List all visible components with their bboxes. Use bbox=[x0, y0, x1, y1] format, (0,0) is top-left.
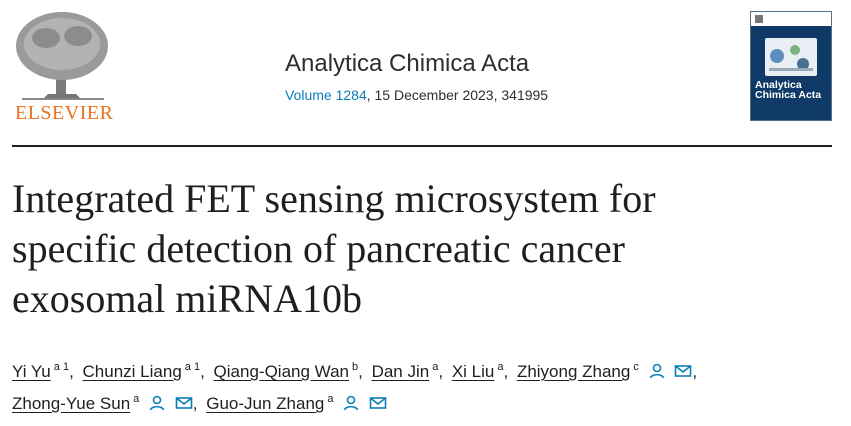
author-affiliation: a 1 bbox=[53, 361, 70, 374]
issue-info: Volume 1284, 15 December 2023, 341995 bbox=[285, 87, 625, 103]
author-name[interactable]: Xi Liu bbox=[451, 362, 495, 381]
author-affiliation: b bbox=[351, 361, 359, 374]
author-affiliation: a bbox=[432, 361, 439, 374]
author-name[interactable]: Chunzi Liang bbox=[82, 362, 182, 381]
cover-logo-mark bbox=[755, 15, 763, 23]
header-divider bbox=[12, 145, 832, 147]
author-separator: , bbox=[692, 362, 698, 381]
title-line-2: specific detection of pancreatic cancer bbox=[12, 226, 625, 271]
envelope-icon[interactable] bbox=[175, 395, 193, 411]
author-separator: , bbox=[192, 394, 198, 413]
author-list: Yi Yu a 1, Chunzi Liang a 1, Qiang-Qiang W… bbox=[12, 356, 842, 420]
author-name[interactable]: Qiang-Qiang Wan bbox=[213, 362, 349, 381]
author-separator: , bbox=[438, 362, 444, 381]
cover-figure-graphic bbox=[769, 45, 813, 71]
author-separator: , bbox=[69, 362, 74, 381]
author-name[interactable]: Zhong-Yue Sun bbox=[12, 394, 131, 413]
author-separator: , bbox=[200, 362, 205, 381]
cover-title: Analytica Chimica Acta bbox=[755, 79, 822, 101]
author-name[interactable]: Zhiyong Zhang bbox=[516, 362, 631, 381]
author-separator: , bbox=[358, 362, 363, 381]
article-header: ELSEVIER Analytica Chimica Acta Volume 1… bbox=[0, 0, 851, 146]
issue-date-and-id: , 15 December 2023, 341995 bbox=[366, 87, 549, 103]
cover-figure bbox=[765, 38, 817, 76]
journal-title[interactable]: Analytica Chimica Acta bbox=[285, 50, 530, 77]
envelope-icon[interactable] bbox=[369, 395, 387, 411]
title-line-3: exosomal miRNA10b bbox=[12, 276, 362, 321]
title-line-1: Integrated FET sensing microsystem for bbox=[12, 176, 656, 221]
author-affiliation: c bbox=[633, 361, 639, 374]
author-affiliation: a bbox=[133, 393, 140, 406]
author-affiliation: a bbox=[327, 393, 334, 406]
person-icon[interactable] bbox=[342, 395, 360, 411]
envelope-icon[interactable] bbox=[674, 363, 692, 379]
author-separator: , bbox=[503, 362, 509, 381]
author-line-1: Yi Yu a 1, Chunzi Liang a 1, Qiang-Qiang W… bbox=[12, 356, 842, 388]
author-name[interactable]: Dan Jin bbox=[371, 362, 430, 381]
journal-info: Analytica Chimica Acta Volume 1284, 15 D… bbox=[285, 49, 625, 103]
elsevier-tree-logo[interactable] bbox=[12, 8, 114, 126]
person-icon[interactable] bbox=[648, 363, 666, 379]
volume-link[interactable]: Volume 1284 bbox=[285, 87, 367, 103]
article-title: Integrated FET sensing microsystem for s… bbox=[12, 174, 832, 324]
person-icon[interactable] bbox=[148, 395, 166, 411]
publisher-name: ELSEVIER bbox=[15, 102, 114, 124]
cover-top-bar bbox=[751, 12, 831, 26]
author-affiliation: a 1 bbox=[184, 361, 201, 374]
author-name[interactable]: Guo-Jun Zhang bbox=[206, 394, 325, 413]
author-name[interactable]: Yi Yu bbox=[12, 362, 51, 381]
author-affiliation: a bbox=[497, 361, 504, 374]
author-line-2: Zhong-Yue Sun a , Guo-Jun Zhang a bbox=[12, 388, 842, 420]
journal-cover[interactable]: Analytica Chimica Acta bbox=[750, 11, 832, 121]
